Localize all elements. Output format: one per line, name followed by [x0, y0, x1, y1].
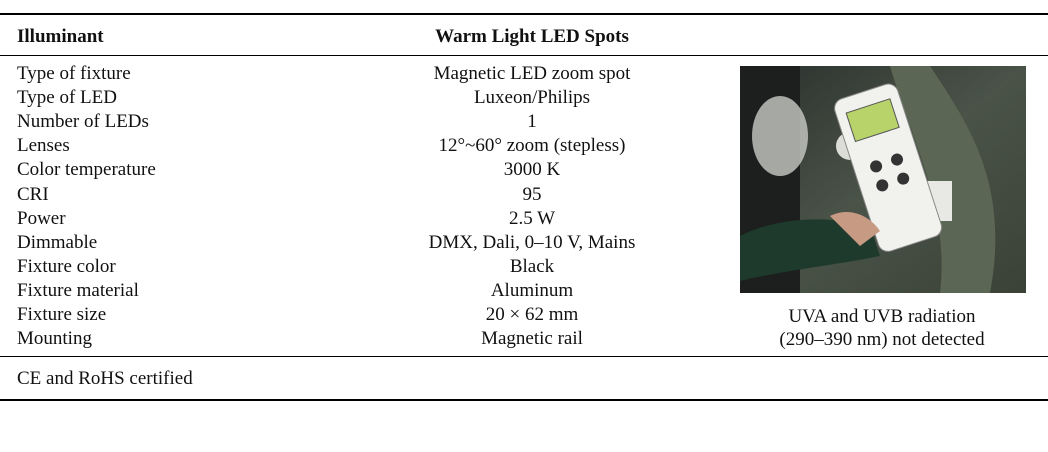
row-label: Type of LED	[17, 87, 117, 109]
row-label: Lenses	[17, 135, 70, 157]
body-rule	[0, 356, 1048, 357]
row-label: Power	[17, 208, 66, 230]
row-label: Dimmable	[17, 232, 97, 254]
row-value: Magnetic LED zoom spot	[434, 63, 631, 85]
row-value: 3000 K	[504, 159, 560, 181]
row-label: Fixture material	[17, 280, 139, 302]
row-label: Color temperature	[17, 159, 156, 181]
row-value: DMX, Dali, 0–10 V, Mains	[429, 232, 636, 254]
row-value: 1	[527, 111, 537, 133]
row-value: Luxeon/Philips	[474, 87, 590, 109]
table-page: Illuminant Warm Light LED Spots Type of …	[0, 0, 1048, 452]
top-rule	[0, 13, 1048, 15]
photo-caption: (290–390 nm) not detected	[779, 329, 984, 351]
row-label: Number of LEDs	[17, 111, 149, 133]
row-value: Black	[510, 256, 554, 278]
row-label: CRI	[17, 184, 49, 206]
row-label: Type of fixture	[17, 63, 131, 85]
footnote: CE and RoHS certified	[17, 368, 193, 390]
row-label: Fixture color	[17, 256, 116, 278]
bottom-rule	[0, 399, 1048, 401]
row-value: 20 × 62 mm	[486, 304, 579, 326]
row-value: Aluminum	[491, 280, 573, 302]
header-cell: Warm Light LED Spots	[435, 26, 629, 48]
header-cell: Illuminant	[17, 26, 104, 48]
row-value: 95	[523, 184, 542, 206]
row-label: Mounting	[17, 328, 92, 350]
row-value: Magnetic rail	[481, 328, 583, 350]
row-label: Fixture size	[17, 304, 106, 326]
row-value: 12°~60° zoom (stepless)	[439, 135, 626, 157]
photo-caption: UVA and UVB radiation	[789, 306, 976, 328]
row-value: 2.5 W	[509, 208, 555, 230]
photo	[740, 66, 1026, 293]
header-rule	[0, 55, 1048, 56]
